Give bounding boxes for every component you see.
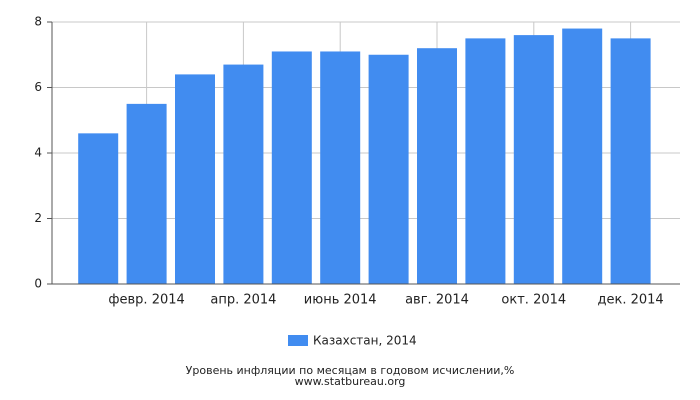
legend-label: Казахстан, 2014 <box>313 334 417 348</box>
legend-swatch <box>288 335 308 346</box>
source: www.statbureau.org <box>295 375 406 388</box>
bar <box>513 35 554 284</box>
bar <box>562 28 603 284</box>
bar <box>368 54 409 284</box>
bar <box>223 64 264 284</box>
x-tick-label: июнь 2014 <box>304 293 377 308</box>
x-tick-label: авг. 2014 <box>405 293 469 308</box>
bar <box>417 48 457 285</box>
bar <box>78 133 119 284</box>
y-tick-label: 2 <box>34 211 42 225</box>
caption: Уровень инфляции по месяцам в годовом ис… <box>186 364 515 377</box>
y-tick-label: 4 <box>34 146 42 160</box>
y-tick-label: 8 <box>34 15 42 29</box>
bar <box>320 51 361 284</box>
bar <box>175 74 215 285</box>
bar <box>610 38 651 284</box>
x-tick-label: апр. 2014 <box>210 293 276 308</box>
x-tick-label: февр. 2014 <box>108 293 184 308</box>
x-tick-label: окт. 2014 <box>501 293 566 308</box>
bar <box>271 51 312 284</box>
y-tick-label: 0 <box>34 277 42 291</box>
bar <box>465 38 506 284</box>
x-tick-label: дек. 2014 <box>598 293 664 308</box>
bar <box>126 103 167 284</box>
y-tick-label: 6 <box>34 80 42 94</box>
